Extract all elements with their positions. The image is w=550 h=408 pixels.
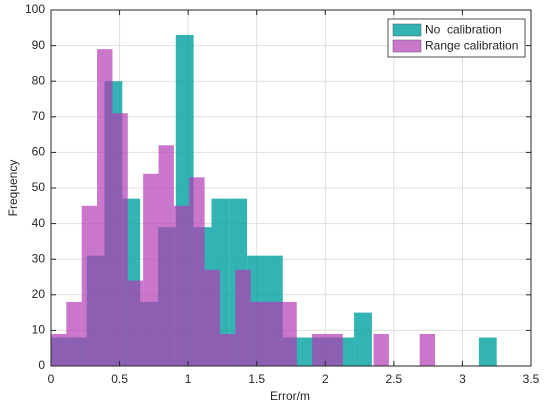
histogram-bar [97, 49, 113, 366]
y-tick-label: 80 [32, 73, 46, 87]
histogram-bar [204, 269, 220, 366]
x-tick-label: 1.5 [248, 372, 265, 386]
histogram-bar [312, 333, 328, 366]
y-axis-label: Frequency [6, 160, 20, 217]
y-tick-label: 60 [32, 145, 46, 159]
histogram-bar [327, 333, 343, 366]
y-tick-label: 70 [32, 109, 46, 123]
histogram-bar [51, 333, 67, 366]
legend-swatch [392, 39, 422, 53]
histogram-bar [173, 205, 190, 366]
legend-label: No calibration [425, 23, 502, 37]
histogram-bar [281, 301, 297, 366]
x-tick-label: 0 [48, 372, 55, 386]
legend-swatch [392, 23, 422, 37]
x-axis-label: Error/m [270, 389, 310, 403]
histogram-bar [235, 269, 251, 366]
histogram-bar [250, 301, 267, 366]
histogram-bar [81, 205, 98, 366]
x-tick-label: 2 [322, 372, 329, 386]
x-tick-label: 0.5 [111, 372, 128, 386]
y-tick-label: 10 [32, 323, 46, 337]
histogram-bar [354, 312, 372, 366]
y-tick-label: 50 [32, 180, 46, 194]
histogram-bar [478, 337, 497, 366]
y-tick-label: 90 [32, 38, 46, 52]
x-tick-label: 1 [185, 372, 192, 386]
histogram-bar [373, 333, 389, 366]
x-tick-label: 2.5 [386, 372, 403, 386]
histogram-bar [112, 113, 128, 367]
histogram-bar [266, 301, 282, 366]
histogram-bar [189, 177, 205, 366]
x-tick-label: 3.5 [523, 372, 540, 386]
y-tick-label: 100 [25, 2, 45, 16]
histogram-bar [143, 173, 159, 366]
y-tick-label: 0 [38, 358, 45, 372]
histogram-bar [158, 145, 174, 366]
histogram-bar [66, 301, 82, 366]
y-tick-label: 30 [32, 251, 46, 265]
histogram-bar [219, 333, 236, 366]
legend-label: Range calibration [425, 39, 518, 53]
histogram-bar [419, 333, 435, 366]
x-tick-label: 3 [459, 372, 466, 386]
histogram-bar [127, 280, 144, 366]
y-tick-label: 40 [32, 216, 46, 230]
y-tick-label: 20 [32, 287, 46, 301]
